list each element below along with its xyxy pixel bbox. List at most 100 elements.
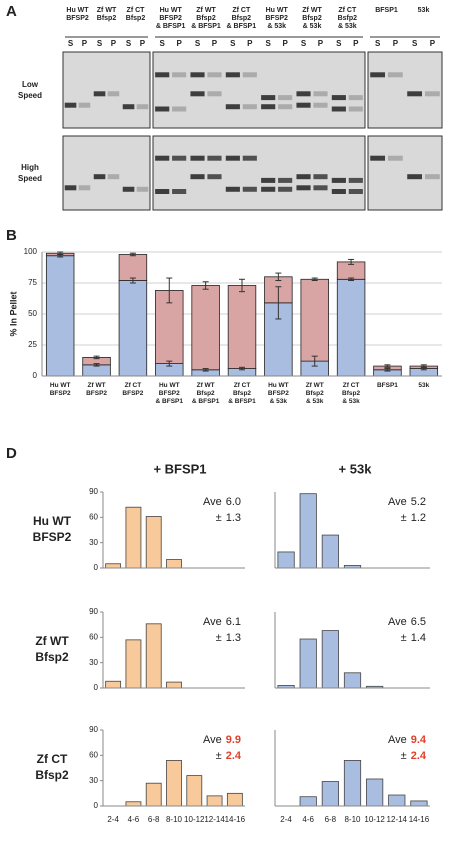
- annotation: ±1.2: [401, 512, 426, 524]
- gel-band: [296, 174, 311, 180]
- panel-label: B: [6, 227, 17, 244]
- lane-label: Zf WT Bfsp2 & 53k: [302, 7, 322, 30]
- x-tick-label-line: BFSP2: [159, 390, 180, 397]
- sp-label: P: [393, 39, 399, 48]
- gel-band: [78, 185, 91, 191]
- x-tick-label: 53k: [418, 382, 429, 389]
- bar: [166, 681, 182, 689]
- annotation-label: Ave: [203, 496, 222, 508]
- x-tick-label-line: & BFSP1: [192, 398, 220, 405]
- bar: [125, 801, 142, 807]
- x-tick-label-line: & BFSP1: [156, 398, 184, 405]
- x-tick-label-line: Zf WT: [306, 382, 324, 389]
- lane-label: Zf CT Bfsp2 & BFSP1: [227, 7, 257, 30]
- gel-row-label: Low Speed: [18, 80, 42, 100]
- annotation-value: 1.3: [226, 632, 241, 644]
- row-label-line: BFSP2: [33, 530, 72, 544]
- lane-label-line: & 53k: [338, 23, 357, 30]
- y-tick-label: 100: [24, 247, 38, 256]
- gel-band: [207, 155, 222, 161]
- gel-band: [261, 104, 276, 110]
- gel-band: [225, 104, 240, 110]
- annotation-value: 1.4: [411, 632, 426, 644]
- y-tick-label: 30: [89, 776, 98, 785]
- annotation: ±1.3: [216, 632, 241, 644]
- x-tick-label: Zf WT Bfsp2 & 53k: [306, 382, 324, 405]
- gel-band: [370, 72, 386, 78]
- x-tick-label-line: Bfsp2: [233, 390, 251, 397]
- x-tick-label-line: & 53k: [306, 398, 324, 405]
- row-label: Zf CT Bfsp2: [35, 752, 69, 782]
- gel-band: [242, 186, 257, 192]
- annotation-value: 2.4: [411, 750, 427, 762]
- gel-band: [155, 106, 170, 112]
- y-tick-label: 0: [33, 371, 38, 380]
- bar: [343, 760, 362, 807]
- annotation-label: ±: [401, 512, 407, 524]
- lane-label-line: Bfsp2: [196, 15, 216, 22]
- error-bar: [166, 360, 173, 367]
- row-label-line: Zf WT: [35, 634, 69, 648]
- lane-label-line: & BFSP1: [156, 23, 186, 30]
- bar-segment: [118, 254, 148, 281]
- x-tick-label-line: Bfsp2: [306, 390, 324, 397]
- annotation-value: 1.2: [411, 512, 426, 524]
- x-tick-label-line: BFSP2: [86, 390, 107, 397]
- gel-image: [152, 135, 366, 211]
- sp-label: P: [353, 39, 359, 48]
- bar: [321, 630, 339, 689]
- sp-label: S: [160, 39, 166, 48]
- x-tick-label: 12-14: [204, 815, 225, 824]
- annotation: Ave 6.5: [388, 616, 426, 628]
- lane-label-line: & 53k: [303, 23, 322, 30]
- sp-label: S: [230, 39, 236, 48]
- error-bar: [275, 286, 282, 320]
- x-tick-label-line: Zf WT: [88, 382, 106, 389]
- y-tick-label: 75: [28, 278, 37, 287]
- bar: [145, 782, 162, 807]
- x-tick-label: 6-8: [148, 815, 160, 824]
- lane-label: Zf CT Bfsp2: [126, 7, 146, 22]
- sp-label: P: [282, 39, 288, 48]
- x-tick-label-line: Hu WT: [159, 382, 180, 389]
- gel-band: [207, 174, 222, 180]
- lane-label: Zf WT Bfsp2: [97, 7, 117, 22]
- lane-label-line: & BFSP1: [191, 23, 221, 30]
- gel-band: [207, 91, 222, 97]
- y-axis-label: % In Pellet: [8, 291, 18, 336]
- sp-label: S: [126, 39, 132, 48]
- x-tick-label: 12-14: [387, 815, 408, 824]
- gel-row-label-line: Low: [22, 80, 39, 89]
- x-tick-label: 4-6: [302, 815, 314, 824]
- gel-band: [424, 91, 440, 97]
- bar: [299, 796, 317, 807]
- x-tick-label: 2-4: [280, 815, 292, 824]
- y-tick-label: 90: [89, 725, 98, 734]
- error-bar: [202, 281, 209, 290]
- error-bar: [93, 355, 100, 360]
- sp-label: S: [68, 39, 74, 48]
- lane-label-line: Zf WT: [302, 7, 322, 14]
- y-tick-label: 25: [28, 340, 37, 349]
- y-tick-label: 60: [89, 632, 98, 641]
- x-tick-label-line: & 53k: [342, 398, 360, 405]
- annotation: Ave 9.9: [203, 734, 241, 746]
- y-tick-label: 90: [89, 487, 98, 496]
- y-tick-label: 60: [89, 512, 98, 521]
- gel-band: [331, 106, 346, 112]
- column-title: + BFSP1: [153, 461, 206, 476]
- sp-label: S: [412, 39, 418, 48]
- annotation: Ave 5.2: [388, 496, 426, 508]
- gel-band: [190, 91, 205, 97]
- gel-band: [136, 186, 149, 192]
- x-tick-label: Zf WT Bfsp2 & BFSP1: [192, 382, 220, 405]
- error-bar: [93, 363, 100, 367]
- lane-label-line: Bfsp2: [232, 15, 252, 22]
- annotation: ±2.4: [401, 750, 427, 762]
- row-label-line: Bfsp2: [35, 650, 69, 664]
- x-tick-label: Zf CT Bfsp2 & 53k: [342, 382, 360, 405]
- error-bar: [384, 368, 391, 372]
- gel-band: [424, 174, 440, 180]
- sp-label: P: [430, 39, 436, 48]
- bar-segment: [227, 285, 257, 369]
